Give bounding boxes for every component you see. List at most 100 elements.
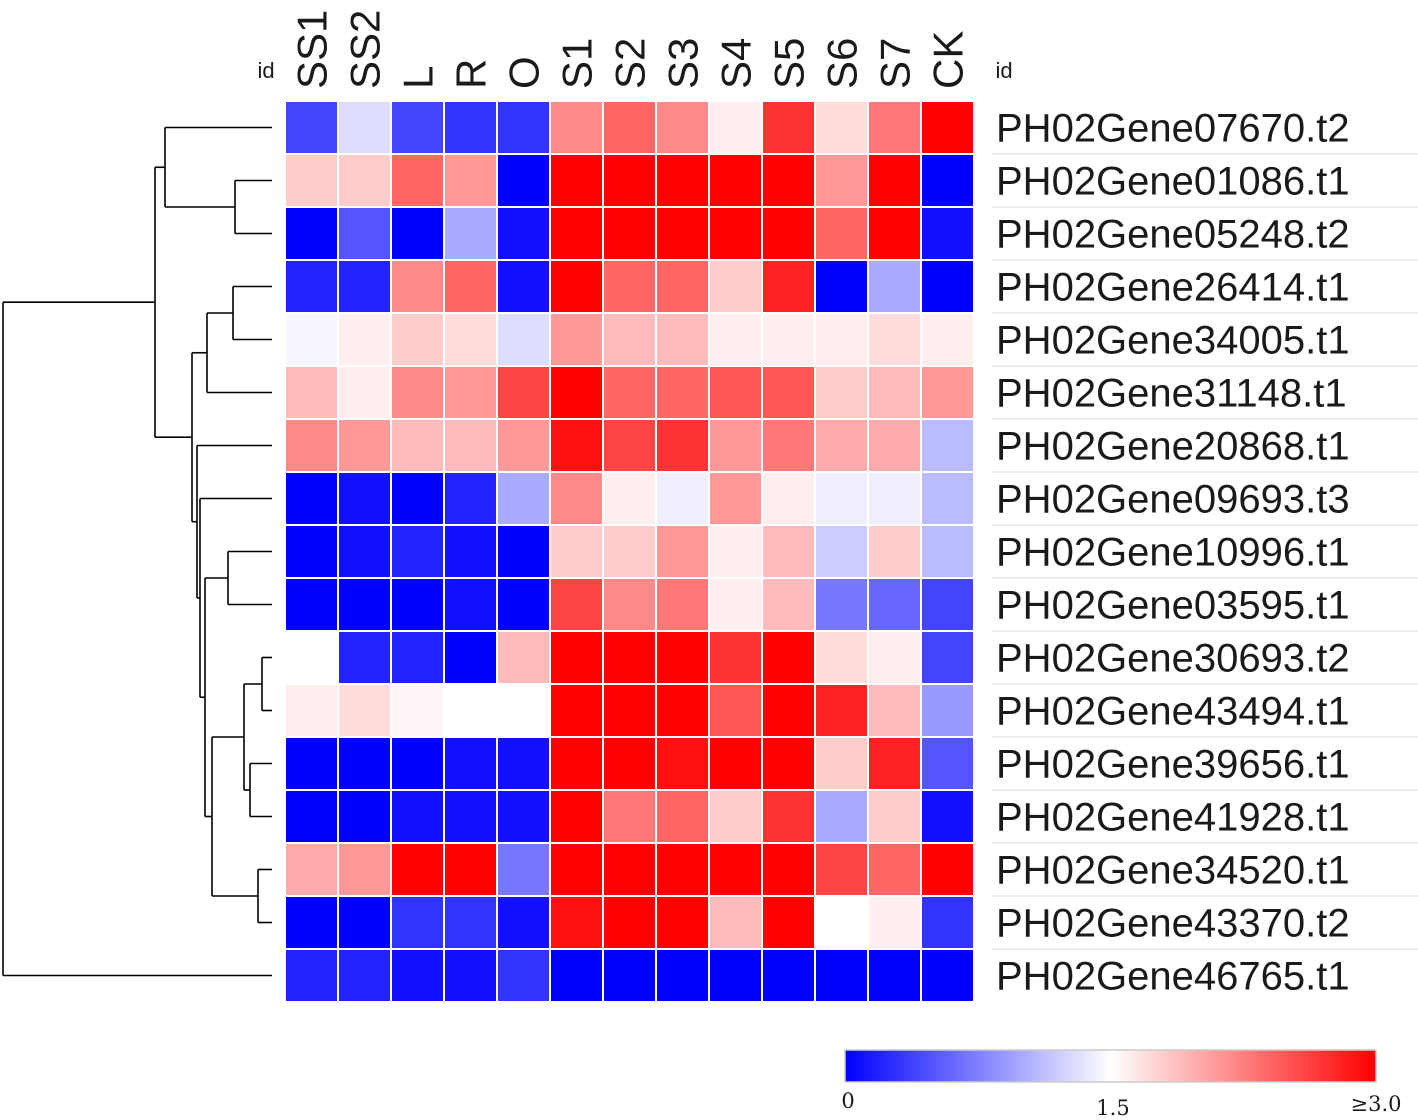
heatmap-cell: [390, 471, 445, 526]
heatmap-cell: [867, 100, 922, 155]
heatmap-cell: [814, 312, 869, 367]
heatmap-cell: [708, 789, 763, 844]
heatmap-cell: [655, 577, 710, 632]
heatmap-cell: [496, 312, 551, 367]
heatmap-cell: [549, 736, 604, 791]
heatmap-cell: [761, 365, 816, 420]
heatmap-cell: [708, 206, 763, 261]
heatmap-cell: [496, 153, 551, 208]
heatmap-cell: [443, 683, 498, 738]
heatmap-cell: [496, 948, 551, 1003]
row-label-separators: [992, 153, 1418, 950]
heatmap-cell: [549, 577, 604, 632]
row-label: PH02Gene01086.t1: [996, 160, 1350, 204]
heatmap-cell: [549, 100, 604, 155]
heatmap-cell: [655, 683, 710, 738]
heatmap-cell: [496, 895, 551, 950]
row-label: PH02Gene39656.t1: [996, 743, 1350, 787]
heatmap-cell: [920, 418, 975, 473]
heatmap-cell: [867, 365, 922, 420]
heatmap-cell: [549, 259, 604, 314]
heatmap-cell: [602, 842, 657, 897]
heatmap-cell: [443, 259, 498, 314]
heatmap-cell: [337, 471, 392, 526]
heatmap-cell: [496, 365, 551, 420]
column-label: S2: [607, 38, 654, 89]
heatmap-cell: [708, 312, 763, 367]
heatmap-cell: [602, 153, 657, 208]
heatmap-cell: [549, 683, 604, 738]
colorbar-tick-mid: 1.5: [1096, 1096, 1129, 1120]
heatmap-cell: [761, 842, 816, 897]
heatmap-cell: [390, 524, 445, 579]
heatmap-cell: [655, 206, 710, 261]
color-legend: 0 1.5 ≥3.0: [841, 1049, 1402, 1120]
heatmap-cell: [337, 206, 392, 261]
heatmap-cell: [920, 683, 975, 738]
heatmap-cell: [920, 630, 975, 685]
heatmap-cell: [390, 789, 445, 844]
column-label: L: [395, 66, 442, 89]
heatmap-cell: [655, 153, 710, 208]
row-dendrogram: [2, 126, 272, 977]
heatmap-cell: [390, 418, 445, 473]
heatmap-cell: [867, 842, 922, 897]
heatmap-cell: [496, 577, 551, 632]
heatmap-cell: [708, 100, 763, 155]
row-label: PH02Gene05248.t2: [996, 213, 1350, 257]
heatmap-cell: [867, 418, 922, 473]
heatmap-cell: [761, 683, 816, 738]
heatmap-cell: [814, 259, 869, 314]
heatmap-cell: [390, 736, 445, 791]
heatmap-cell: [390, 683, 445, 738]
heatmap-cell: [655, 471, 710, 526]
heatmap-cell: [337, 524, 392, 579]
heatmap-cell: [443, 471, 498, 526]
heatmap-cell: [655, 842, 710, 897]
heatmap-cell: [708, 736, 763, 791]
heatmap-cell: [920, 524, 975, 579]
heatmap-cell: [814, 736, 869, 791]
heatmap-cell: [814, 577, 869, 632]
heatmap-cell: [602, 948, 657, 1003]
heatmap-cell: [284, 365, 339, 420]
heatmap-cell: [867, 895, 922, 950]
heatmap-cell: [761, 948, 816, 1003]
heatmap-cell: [867, 524, 922, 579]
heatmap-cell: [602, 312, 657, 367]
heatmap-cell: [284, 312, 339, 367]
heatmap-cell: [920, 153, 975, 208]
heatmap-cell: [390, 895, 445, 950]
heatmap-cell: [814, 895, 869, 950]
colorbar: [844, 1049, 1377, 1083]
heatmap-cell: [337, 842, 392, 897]
heatmap-cell: [814, 630, 869, 685]
heatmap-cell: [602, 524, 657, 579]
heatmap-cell: [337, 630, 392, 685]
heatmap-cell: [443, 524, 498, 579]
column-labels: SS1 SS2 L R O S1 S2 S3 S4 S5 S6 S7 CK: [289, 10, 972, 89]
heatmap-cell: [867, 683, 922, 738]
heatmap-cell: [761, 418, 816, 473]
column-label: S3: [660, 38, 707, 89]
column-label: SS1: [289, 10, 336, 89]
heatmap-cell: [708, 948, 763, 1003]
heatmap-cell: [549, 895, 604, 950]
heatmap-cell: [549, 842, 604, 897]
heatmap-cell: [284, 153, 339, 208]
heatmap-cell: [549, 418, 604, 473]
heatmap-cell: [390, 100, 445, 155]
heatmap-cell: [443, 312, 498, 367]
heatmap-cell: [284, 683, 339, 738]
heatmap-cell: [708, 577, 763, 632]
id-label-right: id: [995, 58, 1012, 83]
heatmap-cell: [496, 418, 551, 473]
heatmap-cell: [814, 789, 869, 844]
heatmap-cell: [761, 895, 816, 950]
heatmap-cell: [549, 312, 604, 367]
heatmap-cell: [443, 206, 498, 261]
heatmap-cell: [390, 842, 445, 897]
heatmap-cell: [708, 259, 763, 314]
heatmap-cell: [920, 365, 975, 420]
